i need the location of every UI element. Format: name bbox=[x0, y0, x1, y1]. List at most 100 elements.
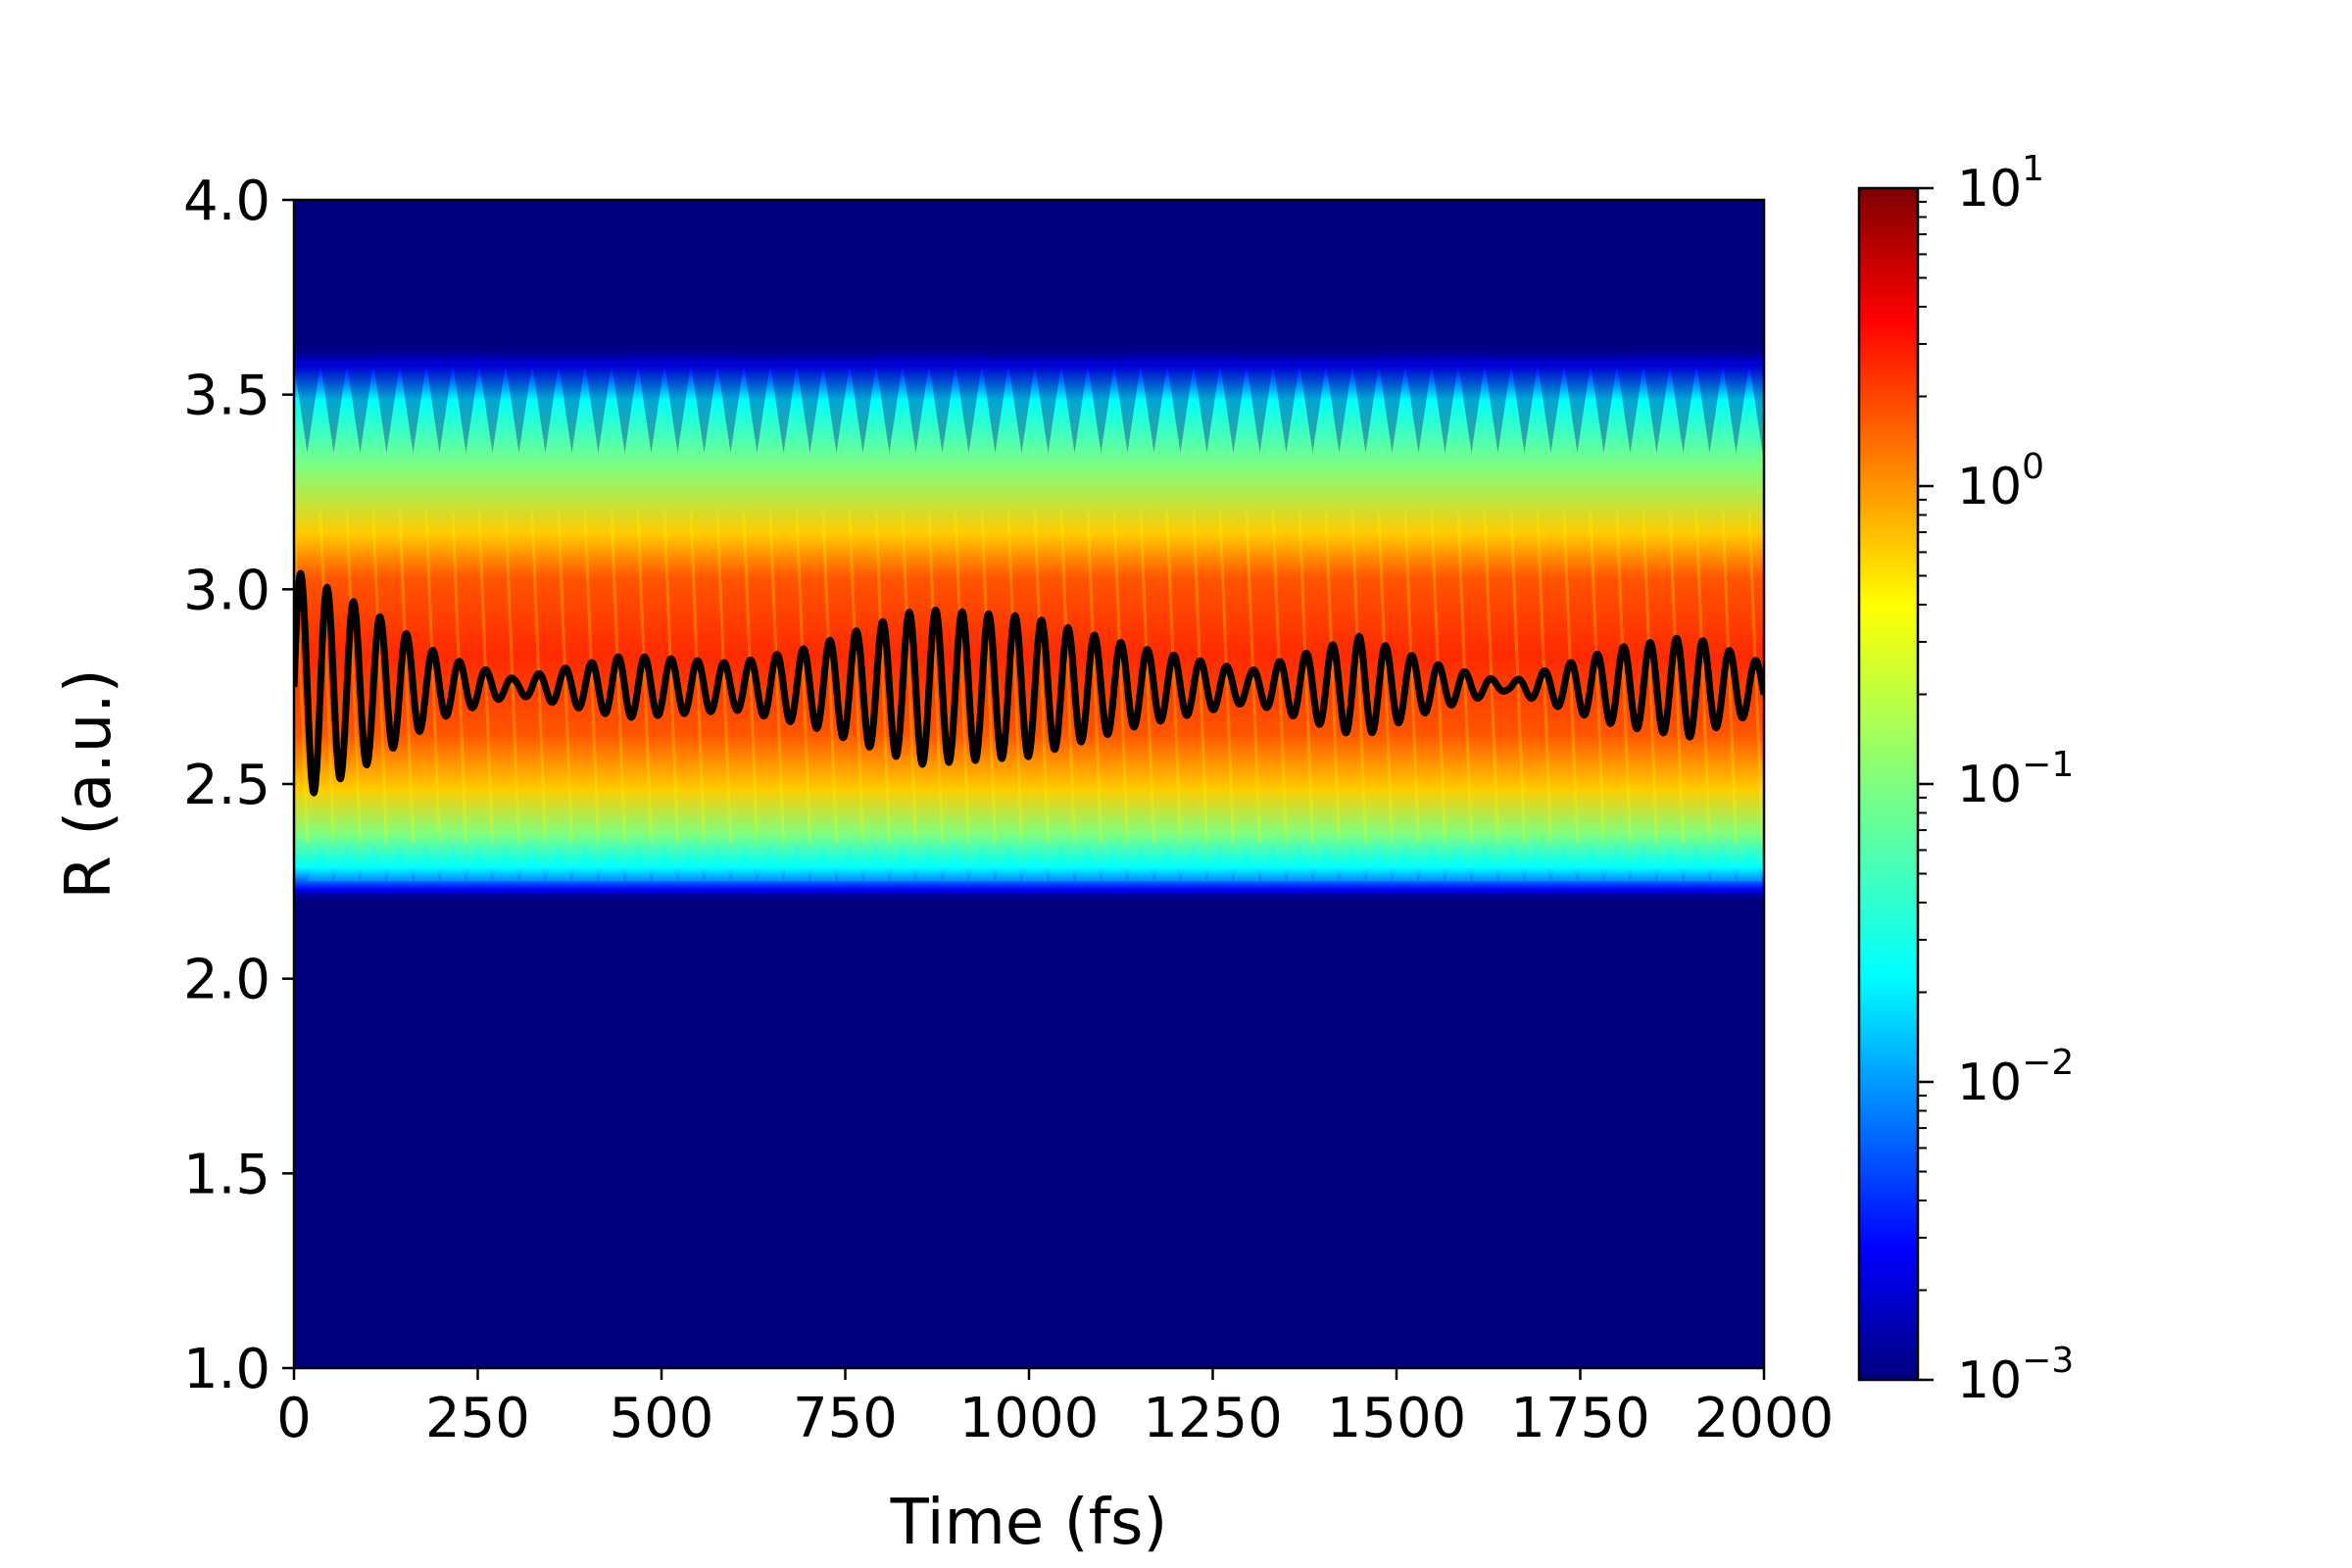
heatmap-stripe bbox=[956, 363, 982, 454]
heatmap-stripe bbox=[1365, 842, 1393, 882]
heatmap-stripe bbox=[1696, 363, 1723, 454]
heatmap-stripe bbox=[624, 842, 652, 882]
heatmap-stripe bbox=[770, 363, 797, 454]
heatmap-stripe bbox=[360, 842, 387, 882]
heatmap-stripe bbox=[664, 363, 691, 454]
heatmap-stripe bbox=[850, 363, 876, 454]
y-tick-label: 1.0 bbox=[183, 1338, 270, 1401]
heatmap-stripe bbox=[398, 511, 415, 843]
x-tick-label: 1000 bbox=[959, 1387, 1100, 1450]
heatmap-stripe bbox=[795, 511, 811, 843]
x-tick-label: 1250 bbox=[1143, 1387, 1283, 1450]
heatmap-stripe bbox=[1074, 842, 1102, 882]
heatmap-stripe bbox=[1088, 363, 1114, 454]
heatmap-stripe bbox=[1656, 842, 1684, 882]
x-tick-label: 0 bbox=[276, 1387, 312, 1450]
heatmap-stripe bbox=[1167, 363, 1194, 454]
heatmap-stripe bbox=[968, 842, 996, 882]
heatmap-stripe bbox=[320, 363, 347, 454]
x-tick-label: 500 bbox=[610, 1387, 714, 1450]
heatmap-stripe bbox=[995, 842, 1022, 882]
heatmap-stripe bbox=[1194, 363, 1220, 454]
heatmap-stripe bbox=[1458, 363, 1485, 454]
heatmap-stripe bbox=[742, 511, 759, 843]
x-tick-label: 1500 bbox=[1327, 1387, 1467, 1450]
heatmap-stripe bbox=[1524, 842, 1551, 882]
heatmap-stripe bbox=[980, 511, 997, 843]
heatmap-stripe bbox=[901, 511, 917, 843]
heatmap-stripe bbox=[1324, 511, 1341, 843]
heatmap-stripe bbox=[1485, 363, 1511, 454]
heatmap-stripe bbox=[1271, 511, 1288, 843]
heatmap-stripe bbox=[809, 842, 837, 882]
heatmap-stripe bbox=[1589, 511, 1605, 843]
heatmap-stripe bbox=[1591, 363, 1617, 454]
heatmap-stripe bbox=[783, 842, 810, 882]
heatmap-stripe bbox=[1218, 511, 1235, 843]
heatmap-stripe bbox=[797, 363, 823, 454]
heatmap-stripe bbox=[1511, 363, 1538, 454]
heatmap-stripe bbox=[1247, 363, 1273, 454]
heatmap-stripe bbox=[903, 363, 929, 454]
heatmap-stripe bbox=[942, 842, 969, 882]
heatmap-stripe bbox=[1736, 842, 1763, 882]
heatmap-stripe bbox=[610, 511, 626, 843]
heatmap-stripe bbox=[1153, 842, 1181, 882]
heatmap-stripe bbox=[1418, 842, 1446, 882]
heatmap-stripe bbox=[307, 842, 334, 882]
heatmap-stripe bbox=[583, 511, 600, 843]
heatmap-stripe bbox=[1101, 842, 1128, 882]
heatmap-stripe bbox=[333, 842, 361, 882]
heatmap-stripe bbox=[479, 363, 506, 454]
y-axis-label: R (a.u.) bbox=[53, 668, 125, 899]
heatmap-stripe bbox=[294, 511, 309, 843]
y-tick-label: 4.0 bbox=[183, 170, 270, 233]
heatmap-stripe bbox=[929, 363, 956, 454]
x-tick-label: 250 bbox=[425, 1387, 530, 1450]
heatmap-stripe bbox=[318, 511, 335, 843]
colorbar-tick-label: 101 bbox=[1957, 149, 2044, 219]
heatmap-stripe bbox=[823, 363, 850, 454]
heatmap-stripe bbox=[1392, 842, 1419, 882]
heatmap-stripe bbox=[1127, 842, 1154, 882]
heatmap-stripe bbox=[638, 363, 664, 454]
heatmap-stripe bbox=[1245, 511, 1261, 843]
heatmap-stripe bbox=[466, 842, 493, 882]
heatmap-stripe bbox=[982, 363, 1008, 454]
heatmap-stripe bbox=[677, 842, 705, 882]
heatmap-stripe bbox=[1603, 842, 1631, 882]
density-band bbox=[294, 344, 1764, 902]
heatmap-stripe bbox=[874, 511, 891, 843]
x-tick-label: 750 bbox=[793, 1387, 898, 1450]
x-axis: 0 250 500 750 1000 1250 1500 1750 2000 bbox=[276, 1368, 1834, 1450]
heatmap-stripe bbox=[1377, 511, 1394, 843]
heatmap-stripe bbox=[915, 842, 943, 882]
heatmap-stripe bbox=[1233, 842, 1260, 882]
heatmap-stripe bbox=[1471, 842, 1498, 882]
heatmap-stripe bbox=[1141, 363, 1167, 454]
heatmap-stripe bbox=[1670, 363, 1696, 454]
heatmap-stripe bbox=[426, 363, 453, 454]
heatmap-stripe bbox=[1339, 842, 1366, 882]
heatmap-stripe bbox=[477, 511, 494, 843]
heatmap-stripe bbox=[689, 511, 706, 843]
heatmap-stripe bbox=[1112, 511, 1129, 843]
heatmap-stripe bbox=[1749, 363, 1764, 454]
heatmap-stripe bbox=[1615, 511, 1632, 843]
heatmap-stripe bbox=[1165, 511, 1182, 843]
heatmap-stripe bbox=[545, 842, 572, 882]
heatmap-stripe bbox=[1497, 842, 1525, 882]
heatmap-stripe bbox=[1762, 876, 1764, 882]
heatmap-stripes bbox=[294, 363, 1764, 882]
heatmap-stripe bbox=[1206, 842, 1234, 882]
heatmap-stripe bbox=[453, 363, 479, 454]
heatmap-stripe bbox=[345, 511, 362, 843]
heatmap-stripe bbox=[1008, 363, 1035, 454]
heatmap-stripe bbox=[400, 363, 426, 454]
colorbar-ticks: 101 100 10−1 10−2 10−3 bbox=[1918, 149, 2074, 1410]
heatmap-stripe bbox=[768, 511, 785, 843]
heatmap-stripe bbox=[1352, 363, 1379, 454]
colorbar-tick-label: 10−3 bbox=[1957, 1341, 2074, 1410]
heatmap-stripe bbox=[598, 842, 625, 882]
